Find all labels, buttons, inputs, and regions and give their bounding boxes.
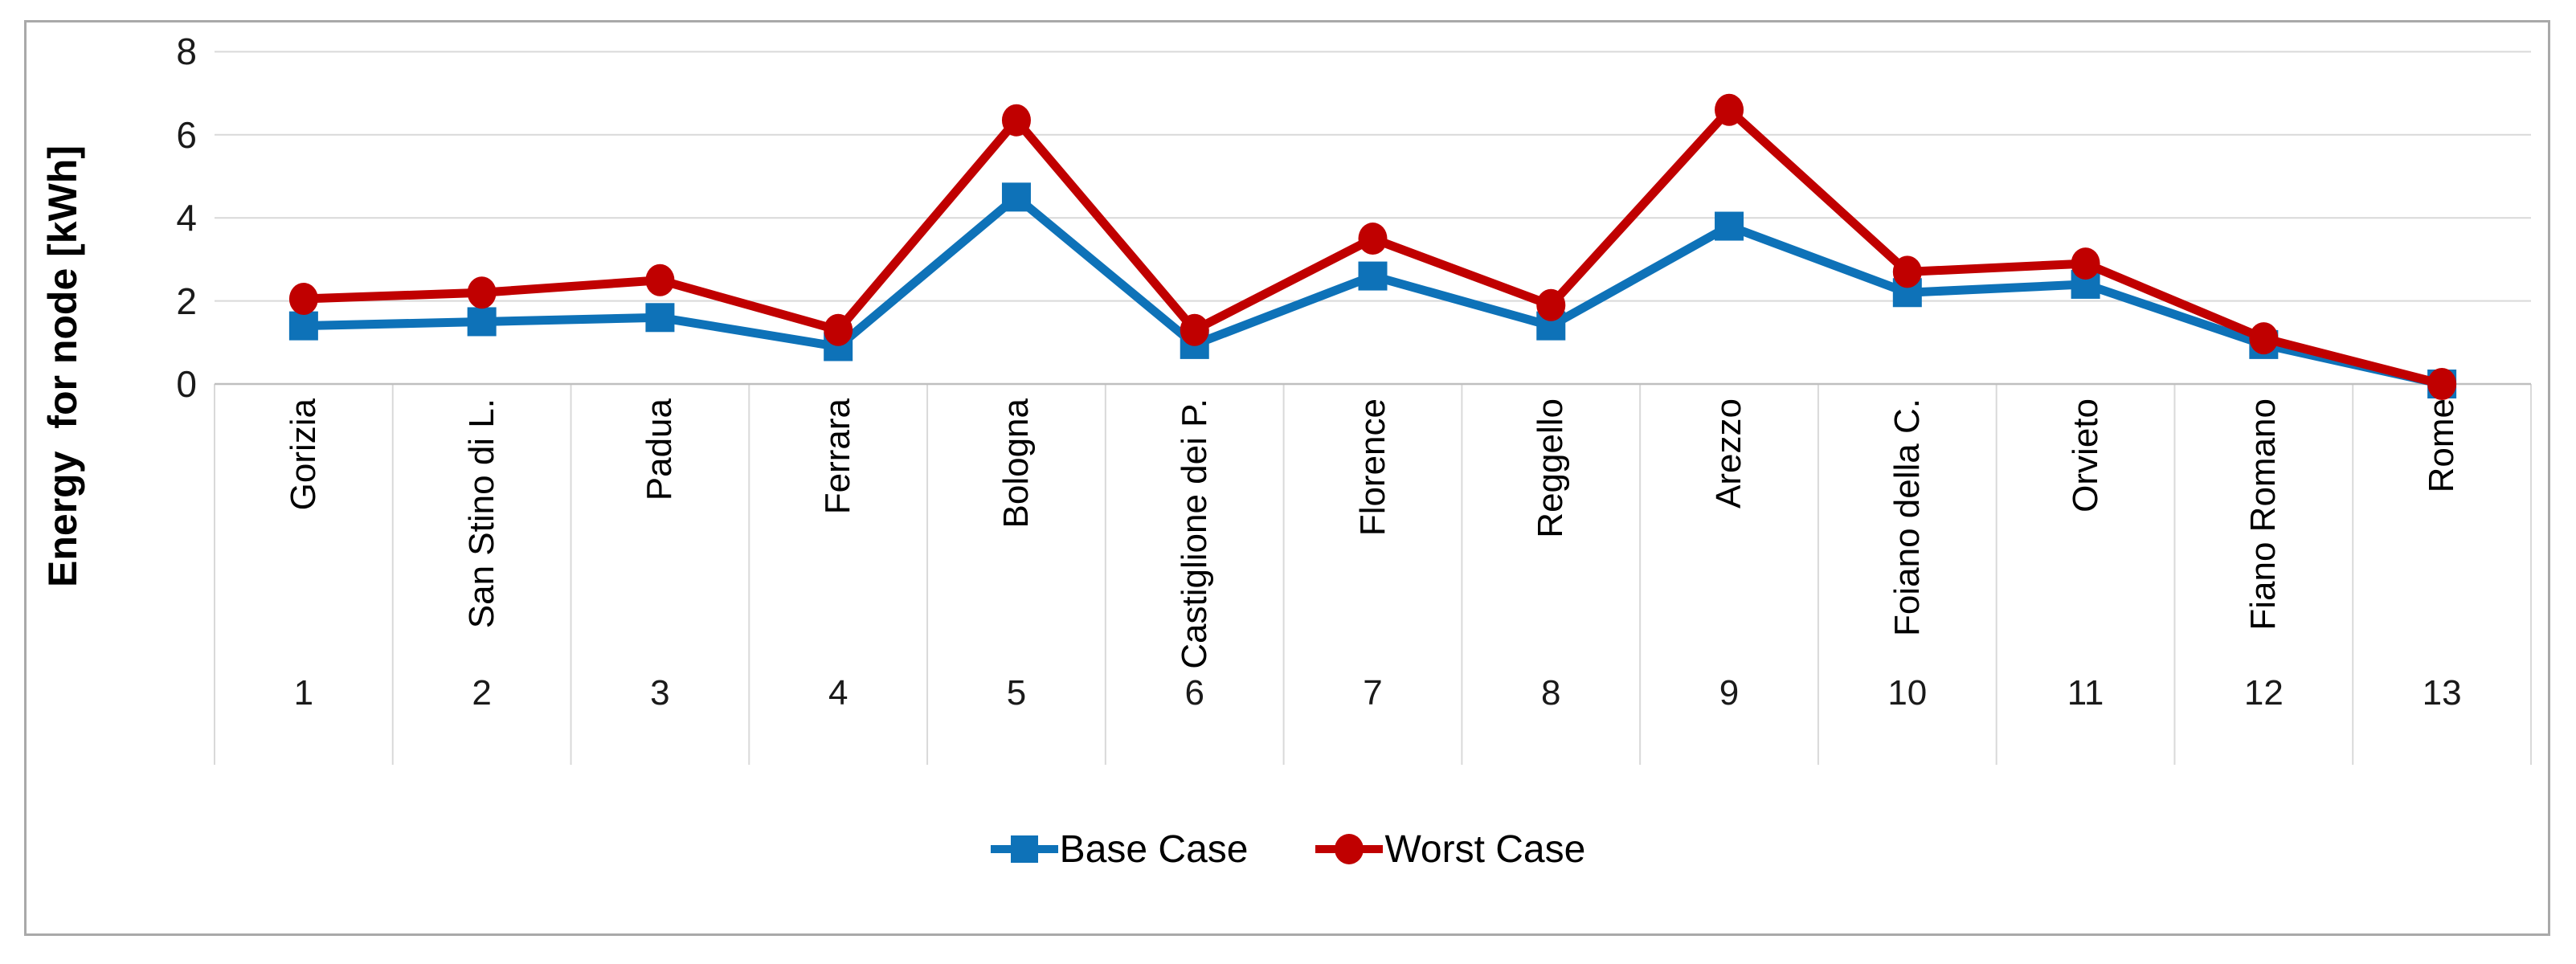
base-case-square-marker-icon: [990, 830, 1058, 868]
worst-case-circle-icon: [1335, 834, 1364, 864]
data-point-circle: [1001, 104, 1031, 137]
data-point-circle: [1715, 93, 1744, 126]
data-point-circle: [1358, 223, 1388, 255]
x-category-number: 8: [1541, 673, 1561, 713]
data-point-square: [1001, 182, 1031, 212]
data-point-circle: [2249, 322, 2279, 355]
worst-case-circle-marker-icon: [1315, 830, 1384, 868]
x-category-number: 13: [2422, 673, 2462, 713]
x-category-number: 11: [2067, 673, 2104, 713]
chart-frame: [24, 20, 2550, 936]
base-case-square-icon: [1010, 835, 1038, 863]
x-category-number: 3: [650, 673, 670, 713]
data-point-circle: [467, 276, 497, 309]
x-category-number: 2: [472, 673, 492, 713]
x-category-number: 7: [1363, 673, 1383, 713]
y-tick-label-0: 0: [176, 363, 197, 405]
data-point-square: [288, 311, 318, 341]
legend-item-worst-case: Worst Case: [1315, 827, 1585, 872]
x-category-number: 9: [1719, 673, 1740, 713]
x-category-number: 5: [1006, 673, 1027, 713]
data-point-square: [645, 303, 675, 333]
legend: Base Case Worst Case: [0, 813, 2576, 885]
data-point-circle: [2427, 368, 2457, 400]
data-point-circle: [824, 313, 853, 346]
data-point-circle: [1536, 288, 1566, 321]
data-point-square: [1715, 211, 1744, 241]
y-tick-label-2: 2: [176, 280, 197, 322]
legend-label-base-case: Base Case: [1059, 827, 1249, 871]
data-point-circle: [1180, 313, 1209, 346]
data-point-circle: [645, 263, 675, 296]
x-category-number: 4: [828, 673, 848, 713]
x-category-number: 1: [293, 673, 314, 713]
y-axis-title: Energy for node [kWh]: [40, 145, 85, 587]
x-category-number: 12: [2243, 673, 2284, 713]
legend-item-base-case: Base Case: [990, 827, 1249, 872]
x-category-number: 10: [1887, 673, 1928, 713]
legend-label-worst-case: Worst Case: [1384, 827, 1586, 871]
y-tick-label-8: 8: [176, 31, 197, 73]
x-category-number: 6: [1184, 673, 1204, 713]
data-point-circle: [2071, 247, 2100, 280]
data-point-circle: [288, 283, 318, 316]
data-point-square: [1358, 261, 1388, 291]
data-point-circle: [1892, 255, 1922, 288]
data-point-square: [467, 307, 497, 337]
y-tick-label-4: 4: [176, 197, 197, 239]
y-tick-label-6: 6: [176, 113, 197, 156]
